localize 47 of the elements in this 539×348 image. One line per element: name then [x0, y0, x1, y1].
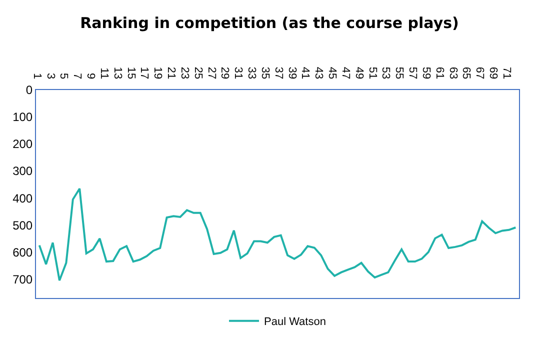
x-tick-label: 37 [272, 66, 284, 80]
x-tick-label: 23 [178, 66, 190, 80]
x-tick-label: 29 [218, 66, 231, 80]
x-tick-label: 45 [326, 66, 338, 80]
x-tick-label: 17 [138, 66, 150, 80]
x-tick-label: 51 [366, 66, 378, 80]
legend-label: Paul Watson [264, 316, 326, 328]
x-tick-label: 53 [380, 66, 392, 80]
x-tick-label: 27 [205, 66, 218, 80]
x-tick-label: 3 [44, 72, 56, 80]
x-tick-label: 67 [474, 66, 486, 80]
x-tick-label: 69 [487, 66, 500, 80]
x-tick-label: 19 [152, 66, 164, 80]
y-tick-label: 300 [12, 164, 33, 178]
x-tick-label: 65 [460, 66, 472, 80]
x-tick-label: 63 [446, 66, 459, 80]
x-tick-label: 7 [71, 72, 84, 80]
x-tick-label: 71 [500, 66, 512, 80]
y-tick-label: 700 [12, 272, 33, 286]
x-tick-label: 9 [84, 72, 97, 80]
x-tick-label: 39 [286, 66, 298, 80]
x-tick-label: 21 [165, 66, 178, 80]
x-tick-label: 41 [299, 66, 312, 80]
y-tick-label: 0 [26, 83, 33, 98]
x-tick-label: 47 [339, 66, 352, 80]
x-tick-label: 61 [433, 66, 446, 80]
x-tick-label: 59 [420, 66, 432, 80]
y-tick-label: 200 [12, 137, 33, 152]
chart-title: Ranking in competition (as the course plays) [80, 14, 459, 32]
x-tick-label: 13 [111, 66, 124, 80]
y-tick-label: 100 [12, 110, 33, 124]
x-tick-label: 31 [232, 66, 244, 80]
x-tick-label: 57 [406, 66, 419, 80]
x-tick-label: 49 [352, 66, 365, 80]
x-tick-label: 35 [258, 66, 271, 80]
x-tick-label: 11 [98, 68, 110, 80]
x-tick-label: 15 [124, 66, 137, 80]
y-tick-label: 400 [12, 191, 33, 206]
x-tick-label: 55 [393, 66, 406, 80]
x-tick-label: 33 [246, 66, 258, 80]
x-tick-label: 1 [30, 72, 43, 80]
y-tick-label: 500 [12, 218, 33, 232]
line-series [38, 188, 517, 282]
x-tick-label: 5 [58, 72, 70, 80]
x-tick-label: 43 [312, 66, 325, 80]
y-tick-label: 600 [12, 245, 33, 260]
x-tick-label: 25 [192, 66, 204, 80]
